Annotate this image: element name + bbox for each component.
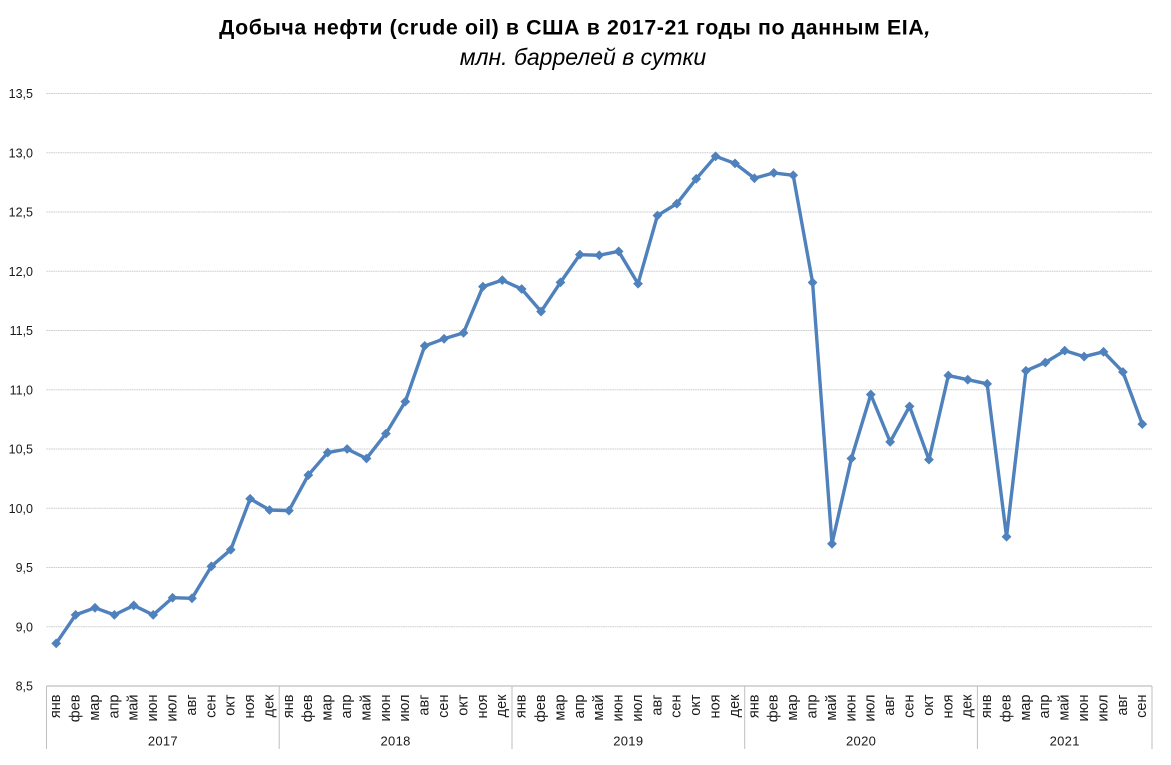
- svg-text:апр: апр: [805, 695, 821, 719]
- svg-text:ноя: ноя: [475, 695, 491, 719]
- svg-text:сен: сен: [203, 695, 219, 718]
- svg-text:10,5: 10,5: [9, 443, 33, 457]
- svg-text:май: май: [126, 695, 142, 721]
- svg-text:июн: июн: [378, 695, 394, 722]
- svg-text:фев: фев: [766, 694, 782, 722]
- svg-text:дек: дек: [960, 694, 976, 718]
- svg-text:май: май: [591, 695, 607, 721]
- svg-text:апр: апр: [106, 695, 122, 719]
- svg-text:13,5: 13,5: [9, 87, 33, 101]
- svg-text:9,0: 9,0: [16, 620, 33, 634]
- svg-text:11,0: 11,0: [10, 383, 33, 397]
- svg-text:июл: июл: [397, 695, 413, 722]
- svg-text:мар: мар: [87, 695, 103, 721]
- svg-text:апр: апр: [1037, 695, 1053, 719]
- svg-text:янв: янв: [281, 694, 297, 718]
- svg-text:млн. баррелей в сутки: млн. баррелей в сутки: [460, 44, 707, 70]
- svg-text:авг: авг: [417, 695, 433, 716]
- svg-text:сен: сен: [669, 695, 685, 718]
- svg-text:июн: июн: [1076, 695, 1092, 722]
- svg-text:июн: июн: [843, 695, 859, 722]
- svg-text:2018: 2018: [381, 734, 411, 749]
- svg-text:12,0: 12,0: [9, 265, 33, 279]
- svg-text:8,5: 8,5: [16, 680, 33, 694]
- svg-text:янв: янв: [979, 694, 995, 718]
- svg-text:мар: мар: [552, 695, 568, 721]
- svg-text:мар: мар: [785, 695, 801, 721]
- svg-text:2021: 2021: [1050, 734, 1080, 749]
- svg-text:янв: янв: [514, 694, 530, 718]
- svg-text:май: май: [1057, 695, 1073, 721]
- svg-text:май: май: [824, 695, 840, 721]
- svg-text:мар: мар: [320, 695, 336, 721]
- svg-text:дек: дек: [261, 694, 277, 718]
- svg-text:фев: фев: [300, 694, 316, 722]
- svg-text:12,5: 12,5: [9, 206, 33, 220]
- svg-text:апр: апр: [339, 695, 355, 719]
- svg-text:янв: янв: [746, 694, 762, 718]
- svg-text:дек: дек: [494, 694, 510, 718]
- svg-text:апр: апр: [572, 695, 588, 719]
- svg-text:окт: окт: [921, 694, 937, 716]
- svg-text:окт: окт: [223, 694, 239, 716]
- svg-text:авг: авг: [882, 695, 898, 716]
- svg-text:ноя: ноя: [242, 695, 258, 719]
- svg-text:янв: янв: [48, 694, 64, 718]
- svg-text:10,0: 10,0: [9, 502, 33, 516]
- svg-text:сен: сен: [436, 695, 452, 718]
- svg-text:Добыча нефти (crude oil) в США: Добыча нефти (crude oil) в США в 2017-21…: [219, 16, 931, 40]
- svg-text:окт: окт: [688, 694, 704, 716]
- svg-text:июл: июл: [630, 695, 646, 722]
- svg-text:фев: фев: [533, 694, 549, 722]
- svg-text:13,0: 13,0: [9, 146, 33, 160]
- svg-text:сен: сен: [902, 695, 918, 718]
- svg-text:авг: авг: [184, 695, 200, 716]
- svg-text:9,5: 9,5: [16, 561, 33, 575]
- svg-text:июл: июл: [165, 695, 181, 722]
- svg-text:авг: авг: [649, 695, 665, 716]
- svg-text:11,5: 11,5: [10, 324, 33, 338]
- svg-text:июл: июл: [1095, 695, 1111, 722]
- svg-text:сен: сен: [1134, 695, 1150, 718]
- svg-text:2019: 2019: [613, 734, 643, 749]
- svg-text:дек: дек: [727, 694, 743, 718]
- svg-text:фев: фев: [998, 694, 1014, 722]
- svg-text:июл: июл: [863, 695, 879, 722]
- svg-text:май: май: [358, 695, 374, 721]
- svg-text:2020: 2020: [846, 734, 876, 749]
- svg-text:2017: 2017: [148, 734, 178, 749]
- svg-text:окт: окт: [455, 694, 471, 716]
- svg-text:авг: авг: [1115, 695, 1131, 716]
- svg-text:июн: июн: [145, 695, 161, 722]
- svg-text:июн: июн: [611, 695, 627, 722]
- svg-text:фев: фев: [68, 694, 84, 722]
- svg-text:ноя: ноя: [940, 695, 956, 719]
- svg-text:мар: мар: [1018, 695, 1034, 721]
- svg-text:ноя: ноя: [708, 695, 724, 719]
